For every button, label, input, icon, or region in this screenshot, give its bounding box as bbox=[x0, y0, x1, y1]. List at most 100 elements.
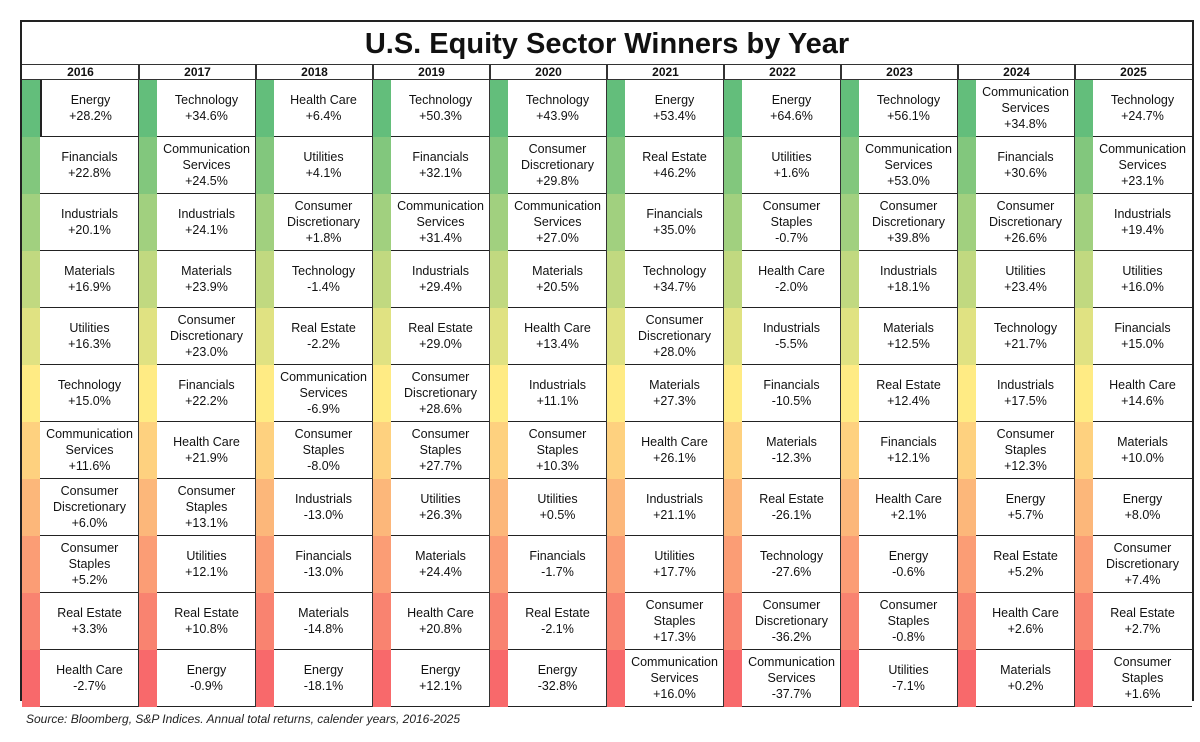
sector-name: Energy bbox=[186, 662, 227, 677]
sector-cell-content: Consumer Staples +13.1% bbox=[157, 479, 256, 536]
sector-name: Consumer Staples bbox=[645, 597, 704, 628]
sector-cell-content: Financials +15.0% bbox=[1093, 308, 1192, 365]
sector-cell: Utilities +1.6% bbox=[724, 137, 841, 194]
sector-return: +12.1% bbox=[887, 450, 930, 465]
rank-color-swatch bbox=[958, 251, 976, 308]
sector-cell-content: Industrials +17.5% bbox=[976, 365, 1075, 422]
rank-color-swatch bbox=[22, 137, 40, 194]
sector-name: Consumer Discretionary bbox=[638, 312, 711, 343]
sector-cell: Industrials -13.0% bbox=[256, 479, 373, 536]
sector-name: Industrials bbox=[178, 206, 235, 221]
sector-return: -36.2% bbox=[771, 629, 812, 644]
sector-name: Health Care bbox=[56, 662, 123, 677]
rank-color-swatch bbox=[607, 593, 625, 650]
sector-return: +64.6% bbox=[770, 108, 813, 123]
sector-cell-content: Technology +15.0% bbox=[40, 365, 139, 422]
rank-color-swatch bbox=[139, 479, 157, 536]
sector-name: Industrials bbox=[295, 491, 352, 506]
sector-cell-content: Utilities +16.0% bbox=[1093, 251, 1192, 308]
sector-name: Technology bbox=[759, 548, 824, 563]
sector-cell-content: Health Care +21.9% bbox=[157, 422, 256, 479]
sector-name: Industrials bbox=[997, 377, 1054, 392]
rank-color-swatch bbox=[1075, 251, 1093, 308]
sector-cell: Consumer Discretionary -36.2% bbox=[724, 593, 841, 650]
sector-return: +5.7% bbox=[1007, 507, 1044, 522]
rank-color-swatch bbox=[22, 593, 40, 650]
sector-cell: Technology +43.9% bbox=[490, 80, 607, 137]
sector-name: Communication Services bbox=[163, 141, 250, 172]
sector-return: +15.0% bbox=[1121, 336, 1164, 351]
sector-name: Energy bbox=[654, 92, 695, 107]
sector-cell-content: Industrials -13.0% bbox=[274, 479, 373, 536]
year-header: 2019 bbox=[418, 65, 445, 79]
sector-cell: Utilities +26.3% bbox=[373, 479, 490, 536]
sector-cell: Consumer Staples +27.7% bbox=[373, 422, 490, 479]
sector-cell-content: Technology +34.7% bbox=[625, 251, 724, 308]
sector-return: -27.6% bbox=[771, 564, 812, 579]
rank-color-swatch bbox=[139, 137, 157, 194]
sector-return: +12.5% bbox=[887, 336, 930, 351]
chart-title: U.S. Equity Sector Winners by Year bbox=[364, 28, 850, 60]
sector-name: Energy bbox=[537, 662, 578, 677]
sector-return: +10.0% bbox=[1121, 450, 1164, 465]
sector-cell: Industrials -5.5% bbox=[724, 308, 841, 365]
sector-cell-content: Industrials +20.1% bbox=[40, 194, 139, 251]
sector-name: Utilities bbox=[1122, 263, 1163, 278]
sector-cell-content: Consumer Discretionary +23.0% bbox=[157, 308, 256, 365]
sector-cell: Technology +21.7% bbox=[958, 308, 1075, 365]
sector-name: Consumer Discretionary bbox=[989, 198, 1062, 229]
sector-cell-content: Financials +22.8% bbox=[40, 137, 139, 194]
sector-return: -0.6% bbox=[892, 564, 925, 579]
sector-name: Energy bbox=[70, 92, 111, 107]
sector-return: +28.6% bbox=[419, 401, 462, 416]
sector-return: -13.0% bbox=[303, 564, 344, 579]
sector-return: +19.4% bbox=[1121, 222, 1164, 237]
sector-cell: Energy +64.6% bbox=[724, 80, 841, 137]
sector-cell: Health Care -2.7% bbox=[22, 650, 139, 707]
sector-name: Health Care bbox=[992, 605, 1059, 620]
sector-name: Consumer Staples bbox=[879, 597, 938, 628]
sector-return: +21.7% bbox=[1004, 336, 1047, 351]
sector-name: Materials bbox=[1000, 662, 1051, 677]
sector-cell-content: Consumer Staples +12.3% bbox=[976, 422, 1075, 479]
sector-return: +1.6% bbox=[1124, 686, 1161, 701]
sector-cell-content: Energy -18.1% bbox=[274, 650, 373, 707]
sector-cell-content: Real Estate +5.2% bbox=[976, 536, 1075, 593]
sector-cell: Health Care +2.1% bbox=[841, 479, 958, 536]
sector-name: Materials bbox=[883, 320, 934, 335]
sector-cell-content: Energy +5.7% bbox=[976, 479, 1075, 536]
sector-name: Financials bbox=[646, 206, 703, 221]
sector-cell: Consumer Staples -0.7% bbox=[724, 194, 841, 251]
sector-cell-content: Financials -1.7% bbox=[508, 536, 607, 593]
sector-cell-content: Communication Services +53.0% bbox=[859, 137, 958, 194]
sector-cell: Financials -13.0% bbox=[256, 536, 373, 593]
sector-name: Consumer Staples bbox=[528, 426, 587, 457]
sector-cell-content: Communication Services +16.0% bbox=[625, 650, 724, 707]
sector-cell-content: Health Care +2.6% bbox=[976, 593, 1075, 650]
rank-color-swatch bbox=[373, 593, 391, 650]
sector-return: +14.6% bbox=[1121, 393, 1164, 408]
sector-cell: Consumer Discretionary +28.6% bbox=[373, 365, 490, 422]
sector-cell: Communication Services +24.5% bbox=[139, 137, 256, 194]
sector-return: +23.1% bbox=[1121, 173, 1164, 188]
sector-return: +18.1% bbox=[887, 279, 930, 294]
sector-name: Materials bbox=[181, 263, 232, 278]
sector-return: +5.2% bbox=[71, 572, 108, 587]
sector-return: -2.0% bbox=[775, 279, 808, 294]
sector-cell-content: Health Care +14.6% bbox=[1093, 365, 1192, 422]
sector-cell-content: Industrials +18.1% bbox=[859, 251, 958, 308]
sector-cell: Financials +22.2% bbox=[139, 365, 256, 422]
sector-cell-content: Utilities +4.1% bbox=[274, 137, 373, 194]
sector-return: -1.4% bbox=[307, 279, 340, 294]
sector-name: Health Care bbox=[290, 92, 357, 107]
rank-color-swatch bbox=[841, 137, 859, 194]
rank-color-swatch bbox=[256, 137, 274, 194]
sector-cell: Consumer Staples -0.8% bbox=[841, 593, 958, 650]
sector-cell-content: Communication Services +24.5% bbox=[157, 137, 256, 194]
sector-cell: Health Care +20.8% bbox=[373, 593, 490, 650]
sector-cell: Utilities +4.1% bbox=[256, 137, 373, 194]
rank-color-swatch bbox=[841, 422, 859, 479]
sector-return: +11.6% bbox=[68, 458, 111, 473]
sector-cell: Communication Services -37.7% bbox=[724, 650, 841, 707]
sector-name: Consumer Discretionary bbox=[404, 369, 477, 400]
